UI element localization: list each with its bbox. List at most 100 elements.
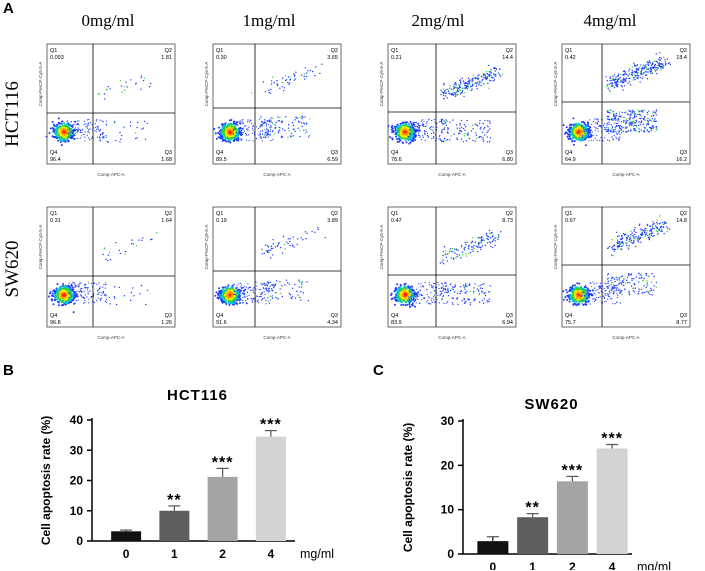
q3-name: Q3	[680, 313, 687, 319]
significance-2: ***	[562, 462, 584, 479]
q4-name: Q4	[391, 313, 398, 319]
plot-frame	[387, 206, 517, 328]
bar-chart-sw620: SW620 Cell apoptosis rate (%) 0 10 20 30 0 1 ** 2…	[401, 396, 671, 570]
y-axis-label: Comp-PerCP-Cy5-5-A	[204, 225, 209, 270]
chart-title: HCT116	[167, 387, 228, 404]
q3-name: Q3	[165, 313, 172, 319]
q2-name: Q2	[680, 211, 687, 217]
q4-name: Q4	[216, 313, 223, 319]
q2-name: Q2	[165, 211, 172, 217]
x-tick-label-2: 2	[219, 547, 226, 561]
q1-name: Q1	[216, 211, 223, 217]
q4-value: 64.9	[565, 157, 576, 163]
event-dots	[47, 232, 158, 314]
q2-value: 3.65	[327, 55, 338, 61]
q1-value: 0.67	[565, 218, 576, 224]
panel-a-label: A	[3, 0, 14, 17]
q2-value: 14.8	[676, 218, 687, 224]
bar-2	[556, 481, 588, 554]
q3-value: 6.94	[502, 320, 513, 326]
x-tick-label-1: 1	[529, 560, 536, 570]
x-axis-label: Comp-APC-A	[612, 172, 639, 177]
x-axis-label: Comp-APC-A	[612, 335, 639, 340]
y-axis-label: Cell apoptosis rate (%)	[39, 416, 53, 545]
q1-name: Q1	[216, 48, 223, 54]
q2-value: 1.81	[161, 55, 172, 61]
q4-value: 91.6	[216, 320, 227, 326]
q2-name: Q2	[506, 48, 513, 54]
plot-frame	[46, 43, 176, 165]
bar-4	[255, 436, 286, 541]
y-axis-label: Comp-PerCP-Cy5-5-A	[553, 225, 558, 270]
bar-1	[159, 510, 190, 541]
q2-name: Q2	[506, 211, 513, 217]
y-axis-label: Comp-PerCP-Cy5-5-A	[379, 225, 384, 270]
q3-name: Q3	[506, 313, 513, 319]
q1-value: 0.30	[216, 55, 227, 61]
q1-name: Q1	[391, 211, 398, 217]
y-tick-label-2: 20	[70, 474, 84, 488]
q3-value: 1.68	[161, 157, 172, 163]
q4-value: 96.4	[50, 157, 61, 163]
event-dots	[213, 63, 323, 144]
x-tick-label-4: 4	[609, 560, 616, 570]
event-dots	[45, 75, 152, 147]
q4-value: 78.6	[391, 157, 402, 163]
q4-name: Q4	[216, 150, 223, 156]
y-tick-label-3: 30	[70, 443, 84, 457]
q1-name: Q1	[50, 48, 57, 54]
q3-name: Q3	[331, 313, 338, 319]
plot-frame	[212, 43, 342, 165]
bar-4	[596, 448, 628, 554]
q2-value: 1.64	[161, 218, 172, 224]
significance-4: ***	[601, 430, 623, 447]
q1-name: Q1	[565, 211, 572, 217]
row-label-hct116: HCT116	[2, 81, 23, 147]
y-tick-label-1: 10	[441, 503, 455, 517]
q1-name: Q1	[391, 48, 398, 54]
q3-name: Q3	[165, 150, 172, 156]
bar-chart-hct116: HCT116 Cell apoptosis rate (%) 0 10 20 30 40 0 1…	[39, 387, 334, 561]
chart-title: SW620	[524, 396, 578, 413]
q4-name: Q4	[391, 150, 398, 156]
q4-value: 89.5	[216, 157, 227, 163]
y-axis-label: Comp-PerCP-Cy5-5-A	[379, 62, 384, 107]
x-axis-label: Comp-APC-A	[438, 335, 465, 340]
plot-frame	[46, 206, 176, 328]
x-axis-label: Comp-APC-A	[263, 172, 290, 177]
bar-0	[111, 531, 142, 541]
panel-b-label: B	[3, 362, 14, 379]
q1-name: Q1	[565, 48, 572, 54]
q2-name: Q2	[331, 48, 338, 54]
q2-name: Q2	[165, 48, 172, 54]
dose-title-2: 2mg/ml	[411, 11, 465, 30]
significance-4: ***	[260, 417, 282, 434]
dose-title-0: 0mg/ml	[81, 11, 135, 30]
panel-c-label: C	[373, 362, 384, 379]
q3-value: 16.2	[676, 157, 687, 163]
x-tick-label-1: 1	[171, 547, 178, 561]
q4-value: 96.8	[50, 320, 61, 326]
q3-name: Q3	[331, 150, 338, 156]
event-dots	[387, 64, 504, 145]
q3-value: 4.34	[327, 320, 338, 326]
x-axis-label: Comp-APC-A	[263, 335, 290, 340]
x-axis-unit-label: mg/ml	[637, 560, 671, 570]
q2-value: 3.89	[327, 218, 338, 224]
x-tick-label-4: 4	[268, 547, 275, 561]
plot-frame	[212, 206, 342, 328]
y-axis-label: Comp-PerCP-Cy5-5-A	[553, 62, 558, 107]
q3-name: Q3	[506, 150, 513, 156]
bar-0	[477, 541, 509, 554]
dose-title-1: 1mg/ml	[242, 11, 296, 30]
y-axis-label: Comp-PerCP-Cy5-5-A	[38, 225, 43, 270]
significance-1: **	[167, 492, 181, 509]
q2-value: 14.4	[502, 55, 513, 61]
q3-value: 8.77	[676, 320, 687, 326]
